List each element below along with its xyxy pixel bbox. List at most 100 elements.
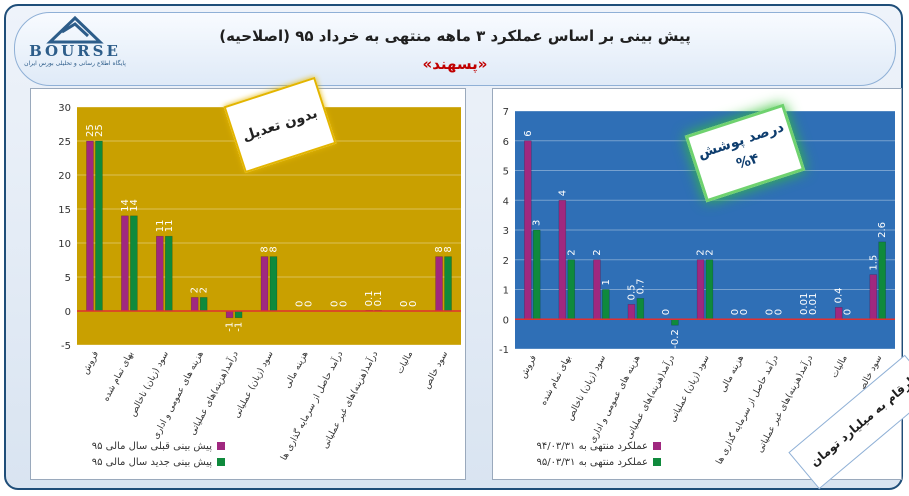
bar <box>444 256 452 312</box>
data-label: 2 <box>566 249 577 255</box>
bar <box>95 140 103 312</box>
data-label: 25 <box>94 124 105 137</box>
bar <box>602 289 610 320</box>
data-label: 2.6 <box>877 222 888 238</box>
logo-word: BOURSE <box>29 42 121 60</box>
data-label: 2 <box>696 249 707 255</box>
data-label: 0 <box>765 309 776 315</box>
page-subtitle: «پسهند» <box>422 55 488 73</box>
data-label: 11 <box>155 219 166 232</box>
data-label: 0 <box>730 309 741 315</box>
bar <box>705 259 714 320</box>
legend-item: عملکرد منتهی به ۹۵/۰۳/۳۱ <box>536 455 661 471</box>
data-label: 0.4 <box>834 287 845 303</box>
data-label: 4 <box>557 190 568 196</box>
y-tick-label: -1 <box>499 345 509 356</box>
category-label: هزینه مالی <box>718 354 746 395</box>
y-tick-label: 4 <box>503 196 509 207</box>
category-label: درآمد حاصل از سرمایه گذاری ها <box>278 349 346 462</box>
bar <box>199 297 208 312</box>
data-label: 8 <box>434 246 445 252</box>
y-tick-label: 0 <box>503 315 509 326</box>
legend-swatch-magenta <box>653 442 661 450</box>
y-tick-label: 5 <box>503 167 509 178</box>
category-label: سود (زیان) ناخالص <box>128 350 171 419</box>
data-label: 0 <box>774 309 785 315</box>
category-label: درآمد حاصل از سرمایه گذاری ها <box>713 353 781 466</box>
legend-item: عملکرد منتهی به ۹۴/۰۳/۳۱ <box>536 439 661 455</box>
data-label: 8 <box>268 246 279 252</box>
data-label: 0.7 <box>635 279 646 295</box>
category-label: مالیات <box>395 350 415 376</box>
left-chart-legend: پیش بینی قبلی سال مالی ۹۵ پیش بینی جدید … <box>92 439 225 471</box>
logo-subtitle: پایگاه اطلاع رسانی و تحلیلی بورس ایران <box>24 60 126 67</box>
y-tick-label: 15 <box>58 205 71 216</box>
y-tick-label: -5 <box>61 341 71 352</box>
bar <box>869 274 878 320</box>
bar <box>878 241 886 320</box>
y-tick-label: 6 <box>503 137 509 148</box>
data-label: 2 <box>199 287 210 293</box>
category-label: فروش <box>81 350 101 376</box>
data-label: 0.1 <box>373 290 384 306</box>
bar <box>190 297 199 312</box>
data-label: 0 <box>294 301 305 307</box>
data-label: -1 <box>234 322 245 332</box>
data-label: 2 <box>704 249 715 255</box>
page-title: پیش بینی بر اساس عملکرد ۳ ماهه منتهی به … <box>219 27 691 45</box>
data-label: 0.1 <box>364 290 375 306</box>
bar <box>696 259 705 320</box>
legend-swatch-green <box>653 458 661 466</box>
data-label: 8 <box>260 246 271 252</box>
bar <box>86 140 94 312</box>
header-banner: پیش بینی بر اساس عملکرد ۳ ماهه منتهی به … <box>14 12 896 86</box>
data-label: 3 <box>532 220 543 226</box>
data-label: 14 <box>120 199 131 212</box>
data-label: 8 <box>443 246 454 252</box>
data-label: 1 <box>601 279 612 285</box>
data-label: 0 <box>399 301 410 307</box>
data-label: 0 <box>739 309 750 315</box>
y-tick-label: 25 <box>58 137 71 148</box>
bar <box>164 235 173 312</box>
legend-swatch-magenta <box>217 442 225 450</box>
legend-label: عملکرد منتهی به ۹۵/۰۳/۳۱ <box>536 457 648 468</box>
category-label: هزینه مالی <box>283 350 311 391</box>
category-label: مالیات <box>830 354 850 380</box>
data-label: 0.01 <box>799 293 810 315</box>
bar <box>524 140 532 320</box>
legend-swatch-green <box>217 458 225 466</box>
data-label: 25 <box>85 124 96 137</box>
data-label: 0 <box>661 309 672 315</box>
data-label: 0 <box>338 301 349 307</box>
legend-item: پیش بینی قبلی سال مالی ۹۵ <box>92 439 225 455</box>
data-label: 0.01 <box>808 293 819 315</box>
category-label: سود (زیان) عملیاتی <box>232 350 276 420</box>
bar <box>269 256 278 312</box>
category-label: فروش <box>519 354 539 380</box>
bourse-logo: BOURSE پایگاه اطلاع رسانی و تحلیلی بورس … <box>10 14 140 74</box>
y-tick-label: 20 <box>58 171 71 182</box>
data-label: 2 <box>190 287 201 293</box>
y-tick-label: 2 <box>503 256 509 267</box>
bar <box>532 229 541 320</box>
category-label: سود (زیان) عملیاتی <box>668 354 712 424</box>
legend-label: پیش بینی جدید سال مالی ۹۵ <box>91 457 212 468</box>
bar <box>593 259 601 320</box>
bar <box>121 215 129 312</box>
y-tick-label: 30 <box>58 103 71 114</box>
right-chart-legend: عملکرد منتهی به ۹۴/۰۳/۳۱ عملکرد منتهی به… <box>536 439 661 471</box>
y-tick-label: 7 <box>503 107 509 118</box>
data-label: 2 <box>592 249 603 255</box>
y-tick-label: 1 <box>503 286 509 297</box>
bar <box>260 256 269 312</box>
data-label: 0 <box>843 309 854 315</box>
data-label: 0.5 <box>626 284 637 300</box>
data-label: 14 <box>129 199 140 212</box>
bar <box>225 310 234 319</box>
bar <box>567 259 576 320</box>
legend-label: پیش بینی قبلی سال مالی ۹۵ <box>91 441 212 452</box>
bar <box>130 215 138 312</box>
bar <box>636 298 645 320</box>
y-tick-label: 10 <box>58 239 71 250</box>
